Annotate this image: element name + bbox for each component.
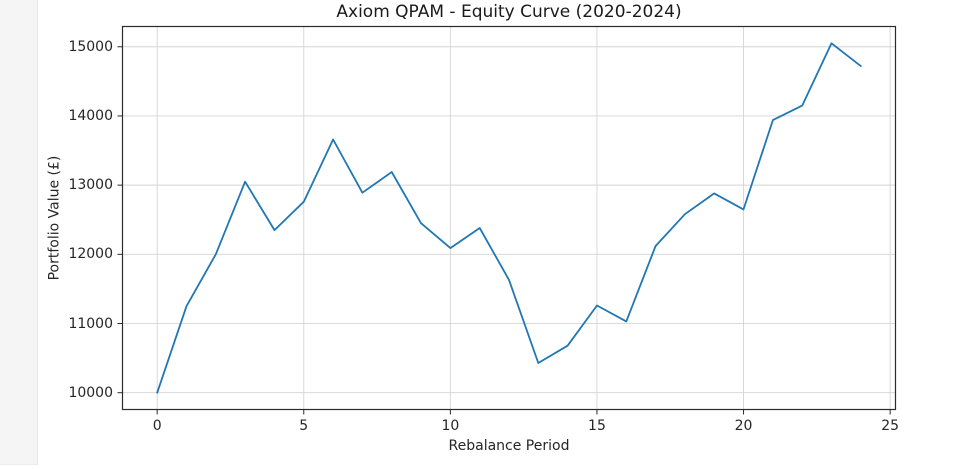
y-tick-label: 13000 [68, 177, 113, 194]
chart-title: Axiom QPAM - Equity Curve (2020-2024) [336, 2, 682, 22]
y-tick-label: 14000 [68, 107, 113, 124]
y-tick-label: 10000 [68, 384, 113, 401]
x-tick-label: 15 [588, 418, 606, 434]
x-axis-label: Rebalance Period [448, 438, 570, 454]
axes-spines [121, 25, 897, 411]
line-chart-plot-area [117, 25, 897, 415]
x-tick-label: 20 [734, 418, 753, 434]
y-tick-label: 15000 [68, 38, 113, 55]
plot-background [122, 26, 896, 410]
x-tick-label: 5 [299, 418, 309, 434]
y-tick-label: 12000 [68, 246, 113, 263]
y-tick-label: 11000 [68, 315, 113, 332]
x-tick-label: 10 [441, 418, 460, 434]
page-background-strip [0, 0, 38, 465]
x-tick-label: 25 [881, 418, 900, 434]
equity-curve-line [156, 42, 862, 394]
x-tick-label: 0 [152, 418, 162, 434]
